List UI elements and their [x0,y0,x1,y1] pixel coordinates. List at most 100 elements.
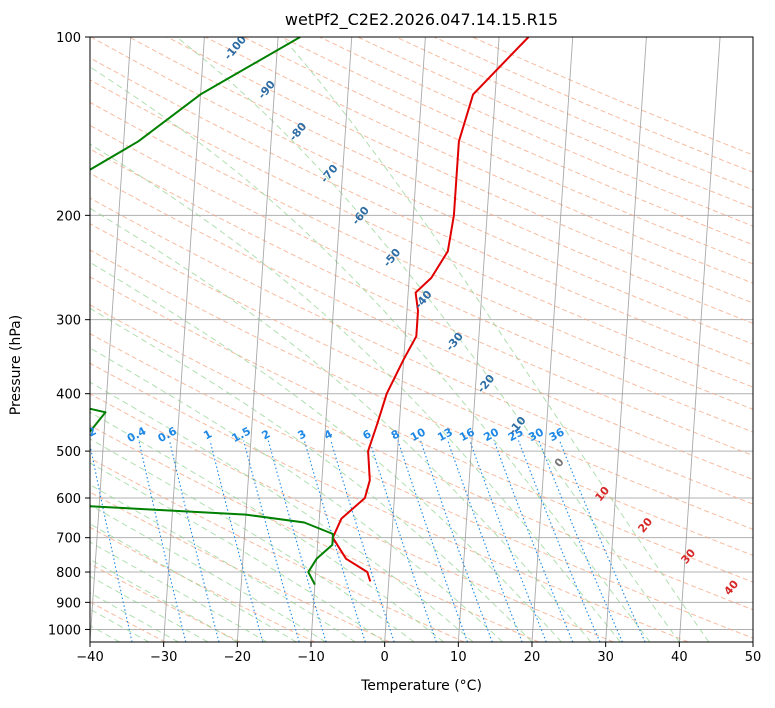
mixing-ratio-label: 2 [260,427,273,442]
dry-adiabat-label: -80 [287,120,310,144]
dry-adiabat-line [90,491,390,642]
dry-adiabat-line [319,37,753,227]
mixing-ratio-line [169,440,220,642]
mixing-ratio-line [209,440,264,642]
dry-adiabat-line [90,424,540,642]
dry-adiabat-line [90,57,753,366]
dry-adiabat-label: -20 [475,372,498,396]
mixing-ratio-label: 0.2 [75,424,98,445]
mixing-ratio-line [397,440,469,642]
dry-adiabat-line [205,37,753,284]
y-tick-label: 900 [56,596,81,611]
isotherm-line [384,37,426,642]
isotherm-line [531,37,574,642]
x-tick-label: 0 [381,650,389,665]
dry-adiabat-line [90,148,753,457]
x-axis-label: Temperature (°C) [361,678,482,694]
mixing-ratio-label: 30 [526,425,546,444]
mixing-ratio-line [243,440,300,642]
x-tick-label: 30 [597,650,614,665]
moist-adiabat-line [90,504,326,642]
profile-series [90,37,530,586]
mixing-ratio-label: 1.5 [230,424,253,445]
y-tick-label: 100 [56,31,81,46]
mixing-ratio-line [420,440,493,642]
dry-adiabat-line [90,393,614,642]
mixing-ratio-label: 25 [506,425,526,444]
dry-adiabat-line [471,37,753,156]
dry-adiabat-label: -50 [381,246,404,270]
mixing-ratio-label: 36 [547,425,567,444]
mixing-ratio-label: 1 [201,427,214,442]
moist-adiabat-line [90,261,562,642]
moist-adiabat-line [90,438,415,642]
chart-title: wetPf2_C2E2.2026.047.14.15.R15 [284,10,559,29]
moist-adiabat-label: 30 [678,546,698,566]
dewpoint-profile-line [90,37,334,586]
moist-adiabat-line [90,484,356,642]
isotherm-line [236,37,279,642]
mixing-ratio-label: 10 [408,425,428,444]
dry-adiabat-line [90,304,753,611]
isotherm-line [605,37,647,642]
dry-adiabat-line [90,197,753,505]
mixing-ratio-label: 0.4 [125,424,149,445]
mixing-ratio-label: 8 [389,427,402,442]
moist-adiabat-line [90,411,444,642]
dry-adiabat-label: -70 [318,162,341,186]
moist-adiabat-line [90,558,238,642]
x-tick-label: −20 [224,650,251,665]
dry-adiabat-line [90,124,753,433]
moist-adiabat-label: 40 [721,577,741,597]
moist-adiabat-line [90,523,297,642]
y-tick-label: 1000 [48,623,81,638]
moist-adiabat-line [90,207,592,642]
dry-adiabat-line [166,37,753,304]
axis-ticks: −40 −30 −20 −10 0 10 20 30 40 50 1000 900 800 700 600 5… [48,31,761,665]
mixing-ratio-line [267,440,327,642]
x-tick-label: −10 [297,650,324,665]
dry-adiabat-line [90,79,753,388]
isotherm-line [163,37,205,642]
dry-adiabat-line [90,601,166,642]
dry-adiabat-line [128,37,753,324]
dry-adiabat-label: -40 [412,288,435,312]
isotherm-line [752,635,753,642]
isotherm-line [310,37,353,642]
moist-adiabat-line [90,462,385,642]
dry-adiabat-label: -60 [349,204,372,228]
moist-adiabat-line [90,143,621,642]
y-tick-label: 600 [56,492,81,507]
isotherm-line [90,37,132,642]
moist-adiabat-line [90,592,179,642]
moist-adiabat-label: 10 [592,484,612,504]
dry-adiabat-line [90,172,753,481]
plot-frame [89,36,754,643]
moist-adiabat-line [90,381,474,642]
x-tick-label: 20 [524,650,541,665]
mixing-ratio-line [303,440,366,642]
x-tick-label: −40 [76,650,103,665]
mixing-ratio-line [138,440,187,642]
y-tick-label: 200 [56,209,81,224]
mixing-ratio-label: 13 [435,425,455,444]
x-tick-label: −30 [150,650,177,665]
dry-adiabat-line [90,37,753,345]
dry-adiabat-line [90,276,753,583]
moist-adiabat-line [176,37,680,642]
moist-adiabat-line [90,347,503,642]
y-tick-label: 500 [56,445,81,460]
dry-adiabat-line [90,362,689,642]
dry-adiabat-line [90,223,753,530]
y-axis-label: Pressure (hPa) [8,314,24,416]
y-tick-label: 700 [56,532,81,547]
dry-adiabat-line [243,37,753,265]
moist-adiabat-line [90,66,651,642]
mixing-ratio-line [538,440,623,642]
moist-adiabat-line [281,37,710,642]
dry-adiabat-line [90,249,753,556]
y-tick-label: 300 [56,314,81,329]
moist-adiabat-line [90,575,209,642]
mixing-ratio-label: 3 [296,427,309,442]
isotherm-line [457,37,500,642]
